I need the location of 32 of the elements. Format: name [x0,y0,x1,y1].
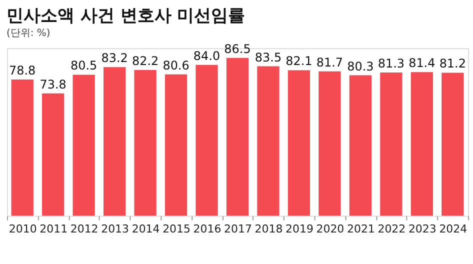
data-label: 73.8 [40,77,66,92]
data-label: 81.3 [378,56,404,70]
chart-subtitle: (단위: %) [6,28,50,39]
data-label: 81.2 [439,56,466,71]
data-label: 81.7 [316,55,344,70]
x-tick-label: 2014 [132,222,160,236]
x-tick-label: 2019 [286,222,314,236]
x-tick-label: 2023 [408,222,436,236]
x-tick-label: 2010 [8,222,37,236]
data-label: 86.5 [224,42,251,56]
x-tick-label: 2012 [70,222,98,236]
data-label: 82.1 [286,54,312,68]
x-tick-label: 2020 [316,222,344,236]
chart-title: 민사소액 사건 변호사 미선임률 [6,5,246,26]
x-tick-label: 2016 [193,222,222,236]
x-tick-label: 2017 [224,222,252,236]
data-label: 82.2 [132,54,159,68]
x-tick-label: 2022 [378,222,406,236]
x-tick-label: 2018 [254,222,283,236]
x-tick-label: 2021 [346,222,375,236]
x-tick-label: 2013 [101,222,130,236]
data-label: 78.8 [9,63,36,78]
data-label: 83.5 [254,50,282,64]
x-tick-label: 2011 [40,222,68,236]
data-label: 84.0 [193,48,220,63]
data-label: 80.6 [162,58,190,72]
data-label: 80.5 [70,58,98,73]
data-label: 81.4 [408,56,436,70]
x-tick-label: 2015 [162,222,190,236]
data-label: 83.2 [101,51,128,66]
data-label: 80.3 [347,59,374,74]
x-tick-label: 2024 [439,222,468,236]
